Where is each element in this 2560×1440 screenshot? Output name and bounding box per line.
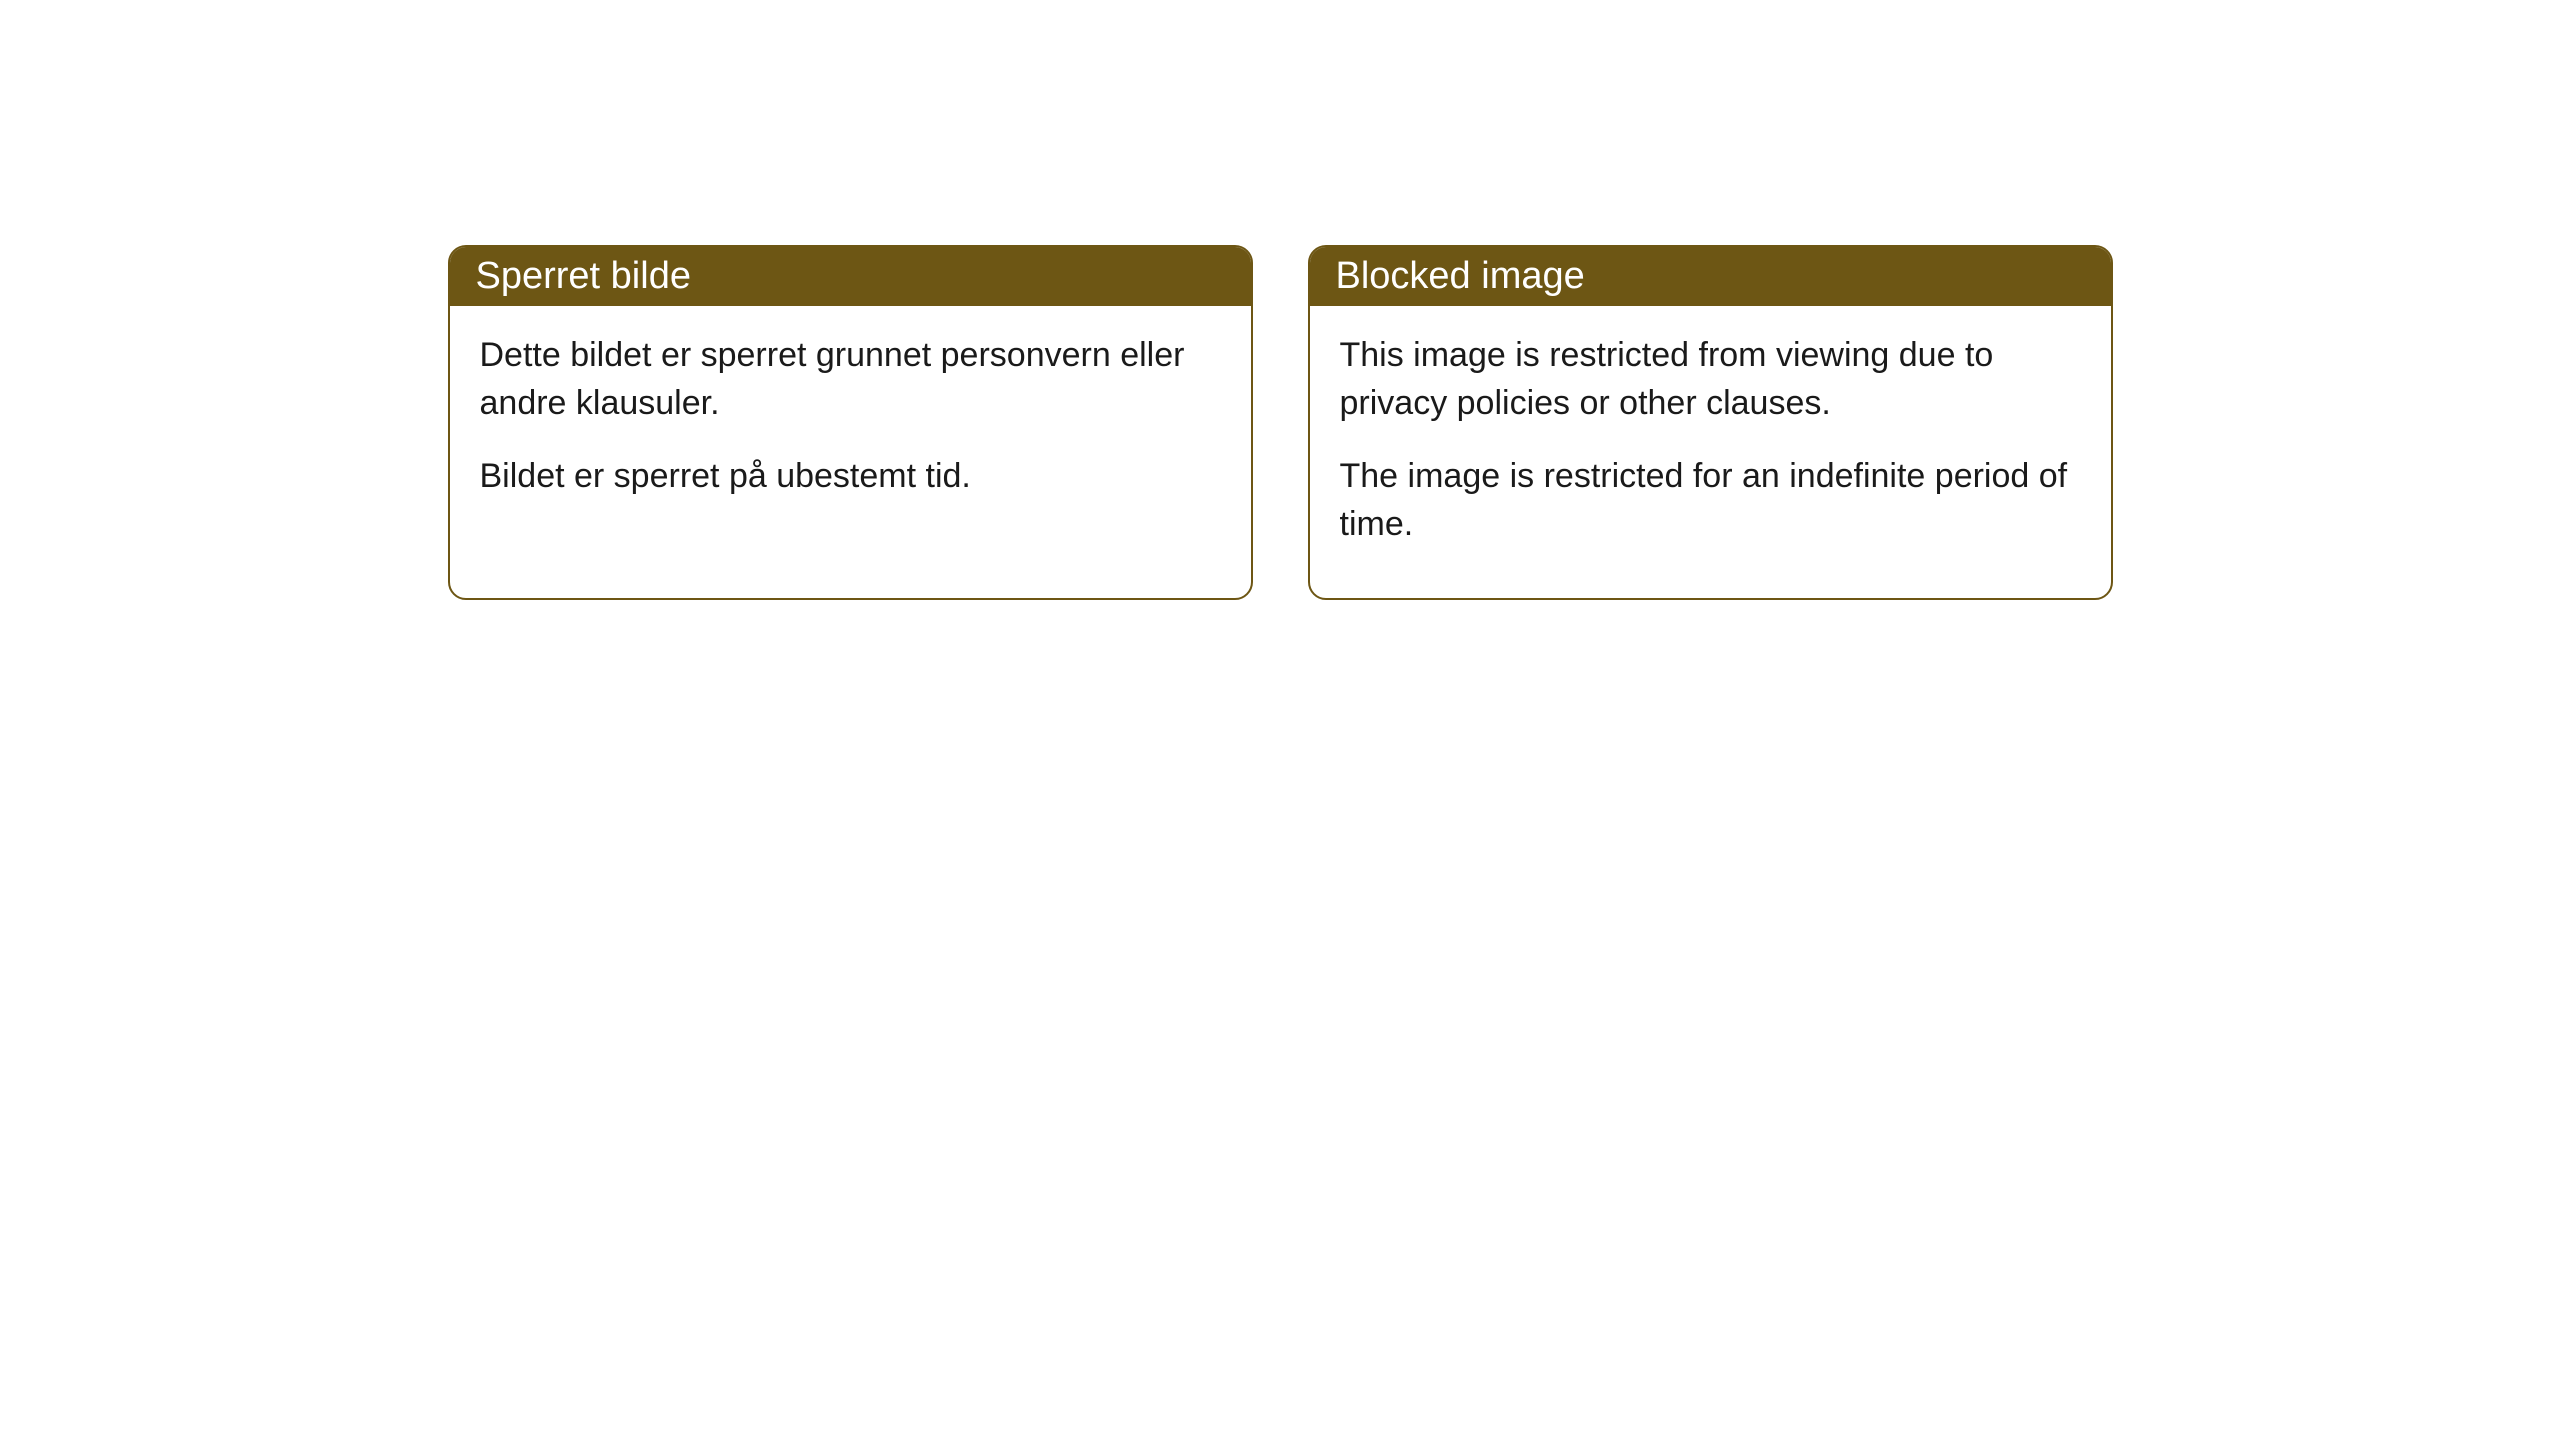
card-paragraph: Bildet er sperret på ubestemt tid. (480, 453, 1221, 501)
card-paragraph: The image is restricted for an indefinit… (1340, 453, 2081, 548)
card-body: This image is restricted from viewing du… (1310, 306, 2111, 598)
card-paragraph: This image is restricted from viewing du… (1340, 332, 2081, 427)
card-title: Blocked image (1336, 255, 1585, 297)
card-header: Sperret bilde (450, 247, 1251, 306)
card-body: Dette bildet er sperret grunnet personve… (450, 306, 1251, 551)
cards-container: Sperret bilde Dette bildet er sperret gr… (0, 245, 2560, 600)
notice-card-english: Blocked image This image is restricted f… (1308, 245, 2113, 600)
card-paragraph: Dette bildet er sperret grunnet personve… (480, 332, 1221, 427)
card-header: Blocked image (1310, 247, 2111, 306)
notice-card-norwegian: Sperret bilde Dette bildet er sperret gr… (448, 245, 1253, 600)
card-title: Sperret bilde (476, 255, 691, 297)
